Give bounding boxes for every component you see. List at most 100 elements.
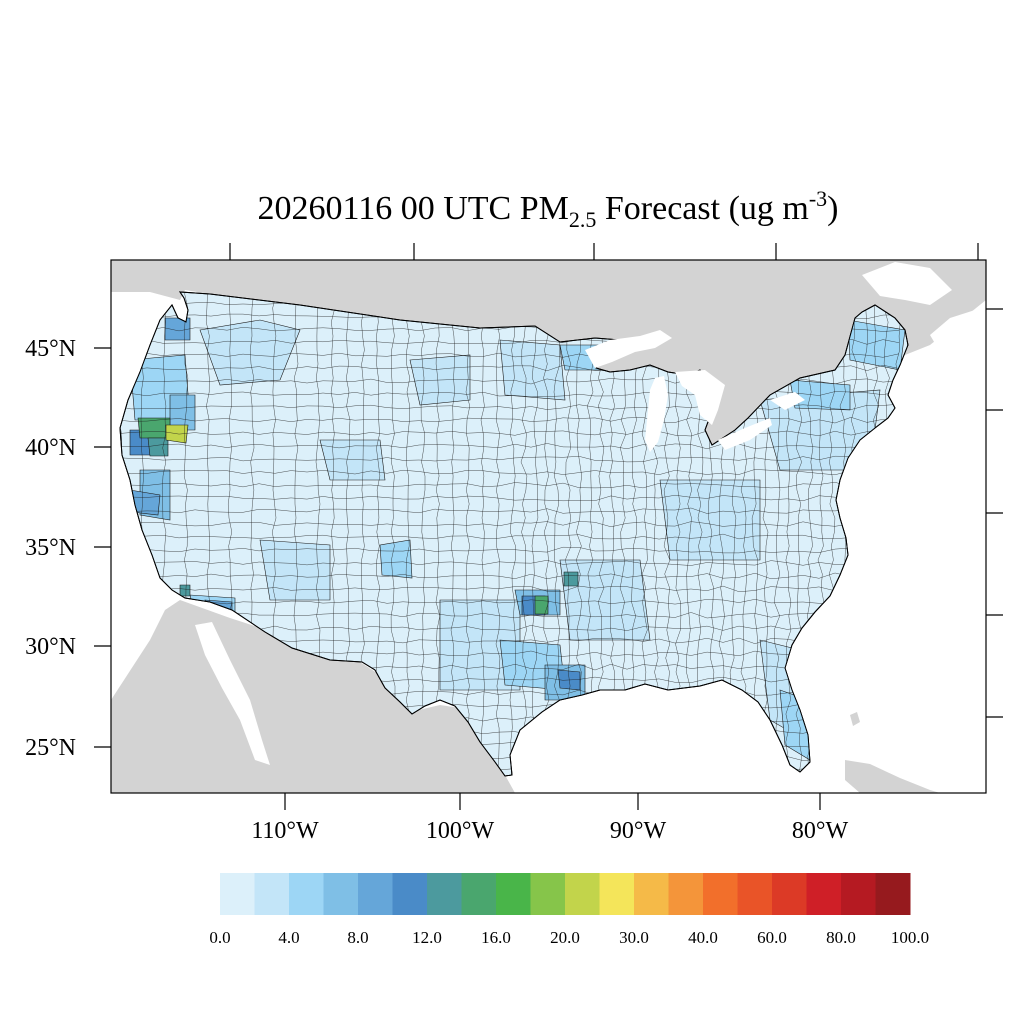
county-boundary	[120, 417, 900, 424]
title-superscript: -3	[809, 186, 827, 211]
county-region-teal	[563, 571, 579, 587]
lake-erie	[718, 418, 772, 450]
county-region-light	[319, 439, 386, 481]
colorbar-box	[703, 873, 738, 915]
colorbar-label: 80.0	[826, 928, 856, 947]
colorbar-labels: 0.0 4.0 8.0 12.0 16.0 20.0 30.0 40.0 60.0 80.0 100…	[209, 928, 929, 947]
colorbar-box	[565, 873, 600, 915]
county-region-light	[439, 599, 521, 691]
county-region-light	[499, 339, 566, 401]
county-boundary	[450, 292, 456, 776]
colorbar-label: 20.0	[550, 928, 580, 947]
bahamas	[850, 712, 860, 726]
lon-label-80w: 80°W	[792, 818, 849, 844]
county-boundary	[120, 494, 900, 502]
county-boundary	[509, 292, 517, 776]
colorbar-box	[427, 873, 462, 915]
cuba-land	[845, 760, 940, 793]
lon-label-90w: 90°W	[610, 818, 667, 844]
lat-label-35: 35°N	[25, 535, 76, 561]
county-boundary	[553, 292, 561, 776]
lon-label-100w: 100°W	[426, 818, 495, 844]
colorbar-box	[772, 873, 807, 915]
conus-border	[119, 291, 909, 777]
colorbar-label: 4.0	[278, 928, 299, 947]
colorbar-label: 12.0	[412, 928, 442, 947]
lon-label-110w: 110°W	[251, 818, 319, 844]
colorbar-box	[875, 873, 911, 915]
colorbar-box	[737, 873, 773, 915]
map-title: 20260116 00 UTC PM2.5 Forecast (ug m-3)	[258, 186, 839, 232]
county-region-mid	[379, 539, 413, 579]
colorbar-box	[392, 873, 428, 915]
colorbar-label: 60.0	[757, 928, 787, 947]
map-panel	[111, 260, 986, 793]
county-region-light	[659, 479, 761, 561]
lat-label-45: 45°N	[25, 336, 76, 362]
colorbar-box	[530, 873, 566, 915]
lake-huron	[675, 370, 725, 425]
colorbar-box	[254, 873, 290, 915]
county-region-light	[199, 319, 301, 386]
colorbar-box	[599, 873, 635, 915]
county-boundary	[120, 443, 900, 450]
colorbar-box	[634, 873, 669, 915]
hudson-bay-area	[862, 262, 952, 305]
county-region-green	[534, 595, 549, 615]
county-boundary	[120, 533, 900, 540]
county-boundary	[120, 546, 900, 554]
county-boundary	[465, 292, 471, 776]
gulf-st-lawrence	[930, 310, 986, 352]
county-boundary	[120, 481, 900, 489]
county-boundary	[120, 430, 900, 437]
county-boundary	[495, 292, 501, 776]
county-region-teal	[147, 437, 169, 457]
colorbar-label: 0.0	[209, 928, 230, 947]
colorbar-label: 8.0	[347, 928, 368, 947]
colorbar-box	[323, 873, 359, 915]
county-boundary	[565, 292, 572, 776]
colorbar-box	[806, 873, 842, 915]
county-boundary	[120, 469, 900, 476]
lake-superior	[585, 330, 672, 368]
colorbar-box	[461, 873, 497, 915]
lat-label-30: 30°N	[25, 634, 76, 660]
colorbar-label: 30.0	[619, 928, 649, 947]
colorbar-label: 40.0	[688, 928, 718, 947]
colorbar-box	[220, 873, 255, 915]
county-boundary	[120, 521, 900, 528]
lat-label-25: 25°N	[25, 735, 76, 761]
county-boundary	[480, 292, 486, 776]
county-boundary	[520, 292, 528, 776]
county-boundary	[420, 292, 426, 776]
colorbar-label: 16.0	[481, 928, 511, 947]
county-region-light	[559, 559, 651, 641]
county-boundary	[120, 585, 900, 592]
county-boundary	[120, 560, 900, 566]
county-boundary	[120, 507, 900, 514]
county-boundary	[120, 404, 900, 410]
colorbar	[220, 873, 911, 915]
lake-ontario	[770, 392, 805, 410]
county-boundary	[120, 572, 900, 580]
county-boundary	[120, 455, 900, 463]
colorbar-box	[358, 873, 393, 915]
gulf-of-california	[195, 622, 270, 765]
lat-label-40: 40°N	[25, 435, 76, 461]
axis-ticks	[94, 243, 1003, 810]
county-region-light	[259, 539, 331, 601]
county-boundary	[531, 292, 539, 776]
colorbar-box	[668, 873, 704, 915]
county-boundary	[120, 599, 900, 606]
colorbar-label: 100.0	[891, 928, 929, 947]
county-boundary	[405, 292, 411, 776]
canada-land	[111, 260, 986, 445]
county-boundary	[542, 292, 550, 776]
colorbar-box	[496, 873, 531, 915]
colorbar-box	[841, 873, 876, 915]
lake-michigan	[645, 376, 668, 452]
title-subscript: 2.5	[569, 207, 597, 232]
county-region-teal	[179, 584, 191, 597]
map-frame	[110, 259, 987, 794]
